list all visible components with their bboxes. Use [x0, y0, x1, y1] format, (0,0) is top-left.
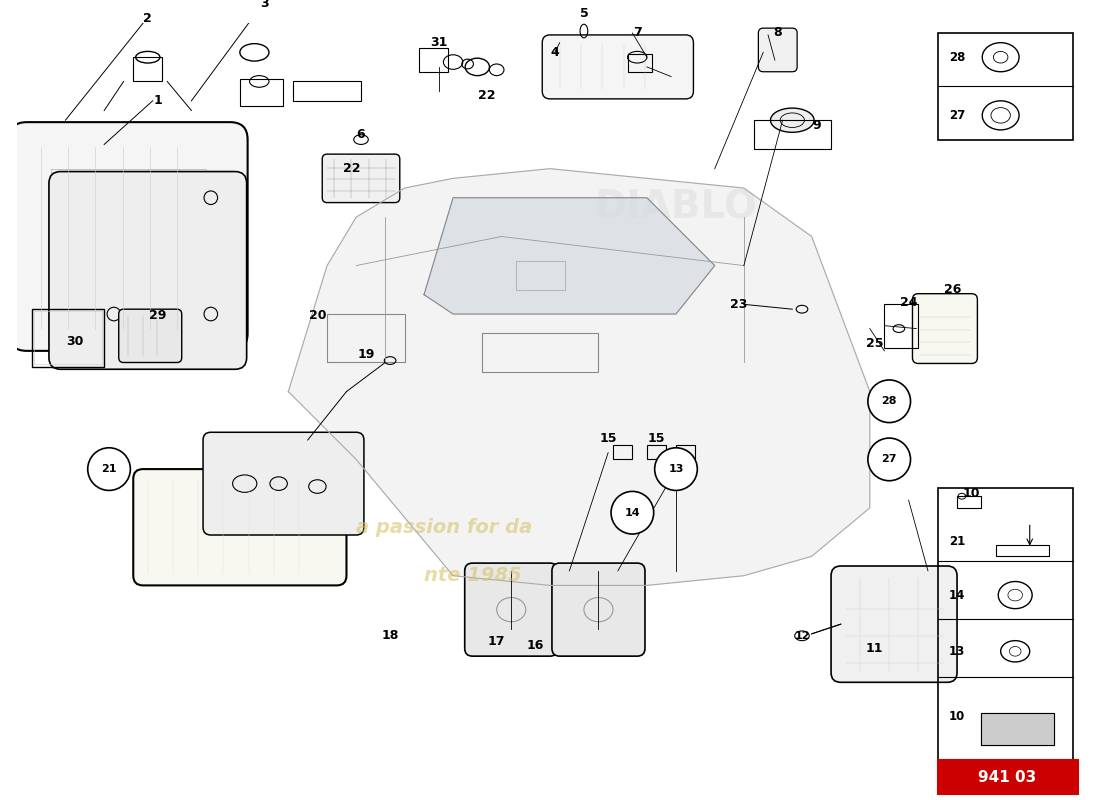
Bar: [516, 261, 564, 290]
Bar: [937, 489, 1074, 770]
Text: 19: 19: [358, 348, 374, 362]
Bar: [613, 445, 632, 459]
Text: 26: 26: [944, 283, 961, 296]
FancyBboxPatch shape: [9, 122, 248, 351]
Circle shape: [88, 448, 131, 490]
Text: 2: 2: [143, 12, 152, 25]
Polygon shape: [424, 198, 715, 314]
Text: 23: 23: [730, 298, 748, 311]
Text: 14: 14: [949, 589, 965, 602]
Text: 22: 22: [478, 90, 496, 102]
Circle shape: [868, 380, 911, 422]
Bar: [51, 169, 206, 314]
Bar: [647, 445, 667, 459]
Text: 15: 15: [648, 431, 666, 445]
Text: 24: 24: [900, 296, 917, 309]
Bar: [937, 760, 1078, 794]
FancyBboxPatch shape: [464, 563, 558, 656]
Bar: [294, 82, 361, 101]
Text: 18: 18: [382, 630, 399, 642]
Text: 21: 21: [101, 464, 117, 474]
Text: 20: 20: [309, 310, 327, 322]
Circle shape: [654, 448, 697, 490]
FancyBboxPatch shape: [758, 28, 798, 72]
Polygon shape: [981, 714, 1054, 746]
Text: 28: 28: [949, 50, 965, 64]
FancyBboxPatch shape: [542, 35, 693, 99]
Bar: [754, 120, 832, 150]
Text: 10: 10: [962, 487, 980, 500]
Bar: [676, 445, 695, 459]
Text: DIABLO: DIABLO: [594, 189, 758, 226]
Ellipse shape: [770, 108, 814, 132]
Bar: [957, 496, 981, 508]
Text: 14: 14: [625, 508, 640, 518]
Bar: [419, 47, 448, 72]
Text: 3: 3: [260, 0, 268, 10]
Text: 11: 11: [866, 642, 883, 655]
Text: 941 03: 941 03: [978, 770, 1036, 785]
Text: 16: 16: [527, 639, 544, 652]
Text: 21: 21: [949, 535, 965, 548]
Text: 12: 12: [794, 630, 810, 641]
Text: 25: 25: [866, 337, 883, 350]
FancyBboxPatch shape: [119, 309, 182, 362]
Text: 22: 22: [342, 162, 360, 175]
Text: 8: 8: [773, 26, 782, 39]
Text: 6: 6: [356, 128, 365, 142]
FancyBboxPatch shape: [832, 566, 957, 682]
Text: 13: 13: [949, 645, 965, 658]
Circle shape: [868, 438, 911, 481]
Text: 15: 15: [600, 431, 617, 445]
Bar: [996, 545, 1049, 556]
Polygon shape: [288, 169, 870, 586]
Text: 17: 17: [488, 635, 505, 648]
Text: 31: 31: [430, 36, 448, 49]
FancyBboxPatch shape: [322, 154, 399, 202]
Circle shape: [612, 491, 653, 534]
Bar: [937, 33, 1074, 139]
Bar: [627, 54, 652, 72]
Text: 13: 13: [669, 464, 684, 474]
Text: 5: 5: [580, 7, 588, 20]
Text: 9: 9: [812, 118, 821, 131]
Text: 27: 27: [949, 109, 965, 122]
Bar: [884, 304, 918, 348]
Text: 1: 1: [153, 94, 162, 107]
Bar: [34, 311, 102, 365]
Bar: [516, 261, 564, 290]
FancyBboxPatch shape: [552, 563, 645, 656]
Text: 28: 28: [881, 396, 896, 406]
Bar: [327, 314, 405, 362]
Text: 4: 4: [550, 46, 559, 59]
Text: a passion for da: a passion for da: [356, 518, 532, 537]
Text: 7: 7: [632, 26, 641, 39]
Text: 29: 29: [148, 310, 166, 322]
FancyBboxPatch shape: [48, 171, 246, 370]
Text: 27: 27: [881, 454, 896, 465]
Text: nte 1985: nte 1985: [424, 566, 521, 586]
Text: 30: 30: [66, 334, 84, 348]
Bar: [133, 58, 163, 82]
Bar: [32, 309, 105, 367]
FancyBboxPatch shape: [913, 294, 978, 363]
Bar: [482, 334, 598, 372]
FancyBboxPatch shape: [204, 432, 364, 535]
Text: 10: 10: [949, 710, 965, 722]
Bar: [240, 78, 284, 106]
FancyBboxPatch shape: [133, 469, 346, 586]
